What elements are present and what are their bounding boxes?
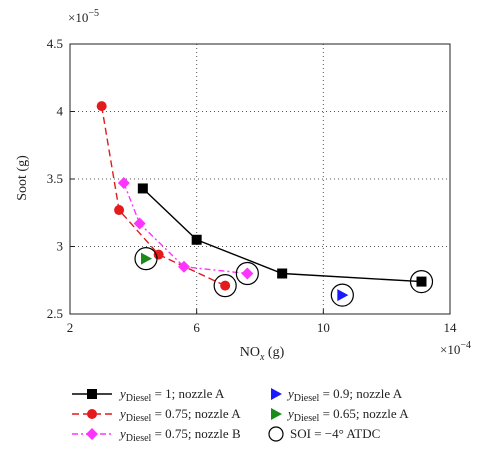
legend-label: yDiesel = 0.75; nozzle B [118, 426, 241, 444]
x-axis-title: NOx (g) [240, 345, 285, 363]
x-multiplier: ×10−4 [440, 340, 471, 357]
x-tick-label: 6 [193, 320, 200, 335]
series-1-point [137, 183, 148, 194]
soi-circle [134, 247, 158, 271]
legend-entry-4: yDiesel = 0.9; nozzle A [271, 386, 403, 404]
legend: yDiesel = 1; nozzle A yDiesel = 0.75; noz… [72, 386, 409, 444]
axis-ticks: 2 6 10 14 2.5 3 3.5 4 4.5 [47, 36, 457, 335]
series-2-point [96, 101, 107, 112]
series-3-point [241, 267, 254, 280]
series-lines [100, 105, 422, 287]
soi-circles [134, 247, 434, 307]
soi-circle [409, 270, 434, 294]
soi-circle [235, 261, 259, 286]
legend-soi-marker [268, 426, 284, 442]
legend-entry-5: yDiesel = 0.65; nozzle A [271, 406, 409, 424]
series-1-line [142, 187, 422, 283]
legend-label: yDiesel = 0.9; nozzle A [286, 386, 403, 404]
series-1-point [191, 234, 202, 245]
series-4-point [337, 289, 349, 302]
y-tick-label: 3 [57, 239, 64, 254]
legend-entry-soi: SOI = −4° ATDC [268, 426, 380, 442]
x-tick-label: 10 [317, 320, 330, 335]
legend-marker [87, 409, 97, 419]
y-multiplier: ×10−5 [68, 8, 99, 25]
legend-entry-1: yDiesel = 1; nozzle A [72, 386, 225, 404]
series-5-point [141, 252, 152, 265]
series-3-point [117, 177, 130, 190]
legend-marker [271, 388, 282, 400]
legend-marker [87, 389, 97, 399]
series-1-point [277, 268, 288, 279]
series-3-point [178, 260, 190, 273]
y-tick-label: 2.5 [47, 306, 63, 321]
legend-label: yDiesel = 0.65; nozzle A [286, 406, 409, 424]
series-2-point [220, 280, 231, 291]
legend-label: yDiesel = 0.75; nozzle A [118, 406, 241, 424]
series-1-point [416, 276, 427, 287]
legend-soi-label: SOI = −4° ATDC [290, 426, 380, 441]
grid [70, 44, 450, 314]
series-3-point [133, 217, 146, 230]
series-markers [96, 101, 427, 302]
series-3-line [123, 182, 248, 275]
x-tick-label: 14 [444, 320, 458, 335]
y-axis-title: Soot (g) [15, 155, 30, 201]
soi-circle [330, 283, 354, 307]
x-tick-label: 2 [67, 320, 74, 335]
legend-entry-2: yDiesel = 0.75; nozzle A [72, 406, 241, 424]
legend-marker [86, 428, 98, 440]
y-tick-label: 4.5 [47, 36, 63, 51]
series-2-point [114, 205, 125, 216]
series-2-line [100, 105, 226, 287]
legend-marker [271, 408, 282, 420]
y-tick-label: 3.5 [47, 171, 63, 186]
legend-label: yDiesel = 1; nozzle A [118, 386, 225, 404]
series-2-point [153, 249, 164, 260]
y-tick-label: 4 [57, 104, 64, 119]
legend-entry-3: yDiesel = 0.75; nozzle B [72, 426, 241, 444]
soi-circle [213, 274, 237, 298]
